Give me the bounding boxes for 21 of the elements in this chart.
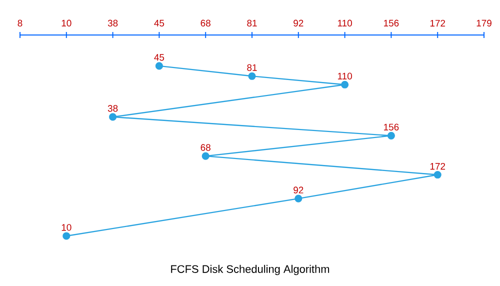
annotation: 68	[200, 144, 210, 151]
x-tick-label: 38	[108, 20, 118, 26]
x-tick-label: 172	[430, 20, 446, 26]
text: FCFS Disk Scheduling Algorithm	[171, 264, 330, 276]
annotation: 110	[338, 72, 352, 80]
x-tick-label: 68	[200, 20, 210, 26]
annotation: 172	[430, 162, 446, 170]
x-tick-label: 156	[384, 20, 399, 26]
annotation: 45	[154, 54, 164, 61]
x-tick-label: 92	[294, 20, 304, 26]
annotation: 92	[294, 186, 304, 194]
x-tick-label: 10	[62, 20, 72, 26]
x-tick-label: 8	[18, 20, 22, 26]
x-tick-label: 45	[154, 20, 164, 26]
annotation: 10	[62, 224, 72, 231]
annotation: 38	[108, 105, 118, 112]
x-tick-label: 179	[476, 20, 492, 26]
x-tick-label: 110	[338, 20, 352, 26]
annotation: 81	[247, 64, 257, 71]
annotation: 156	[384, 124, 399, 130]
x-tick-label: 81	[247, 20, 257, 26]
